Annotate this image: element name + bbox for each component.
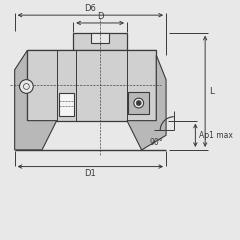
Text: Ap1 max: Ap1 max <box>199 131 233 140</box>
Circle shape <box>19 80 33 93</box>
Polygon shape <box>73 33 127 50</box>
Polygon shape <box>59 93 74 116</box>
Text: 90°: 90° <box>150 138 163 147</box>
Text: D6: D6 <box>84 4 96 13</box>
Polygon shape <box>128 92 150 114</box>
Text: L: L <box>209 87 214 96</box>
Circle shape <box>24 84 29 89</box>
Polygon shape <box>27 50 156 121</box>
Text: D1: D1 <box>84 169 96 179</box>
Circle shape <box>136 101 141 106</box>
Circle shape <box>134 98 144 108</box>
Text: D: D <box>97 12 103 21</box>
Polygon shape <box>127 55 166 150</box>
Polygon shape <box>91 33 109 42</box>
Polygon shape <box>15 50 57 150</box>
